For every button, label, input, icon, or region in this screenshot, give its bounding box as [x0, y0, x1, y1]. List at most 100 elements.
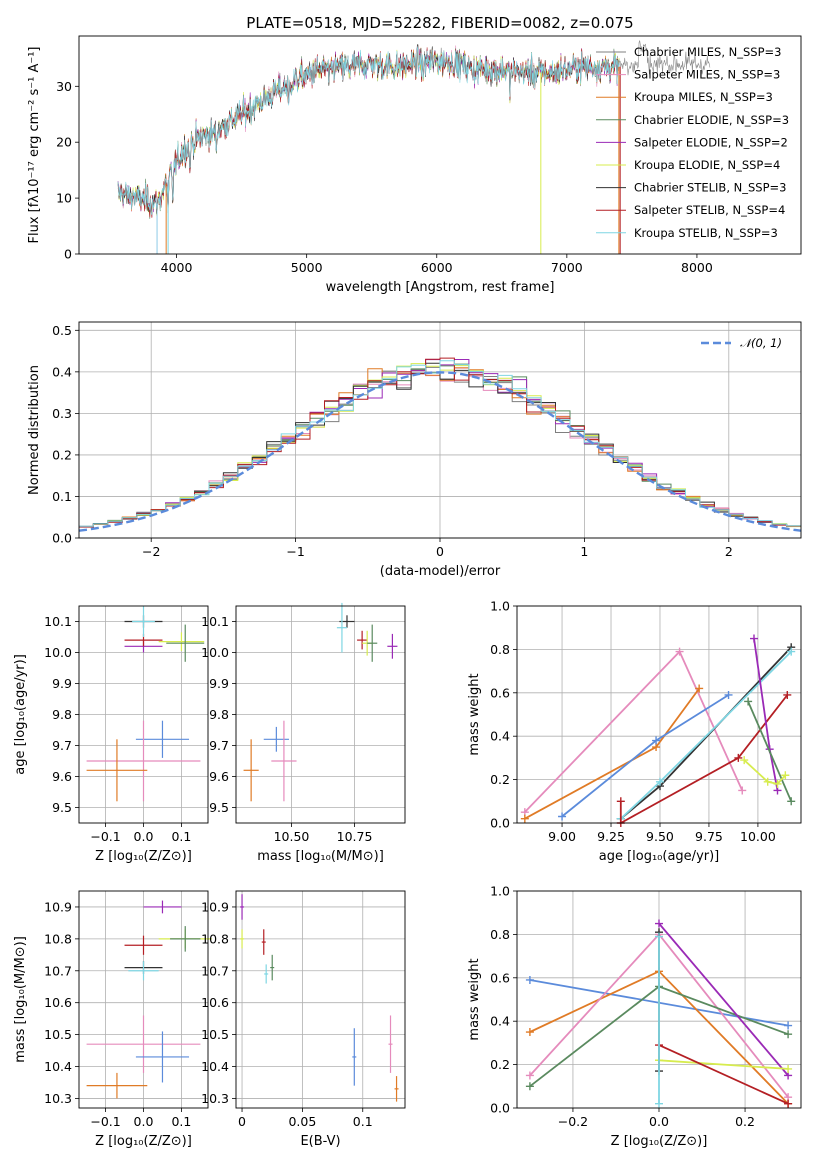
weight-marker	[784, 1021, 793, 1030]
weight-marker	[773, 779, 782, 788]
x-tick-label: −2	[142, 544, 160, 559]
weight-marker	[781, 771, 790, 780]
weight-series	[740, 756, 790, 788]
x-tick-label: 4000	[161, 260, 193, 275]
y-tick-label: 10.8	[44, 931, 72, 946]
weight-marker	[784, 1099, 793, 1108]
weight-marker	[655, 932, 663, 941]
y-axis-label: mass weight	[467, 673, 482, 755]
legend-label: Salpeter ELODIE, N_SSP=2	[634, 135, 788, 149]
chart-title: PLATE=0518, MJD=52282, FIBERID=0082, z=0…	[246, 14, 633, 32]
y-tick-label: 10.4	[201, 1059, 229, 1074]
weight-marker	[616, 797, 625, 806]
y-tick-label: 0.8	[490, 642, 510, 657]
axes-weights_vs_age: 9.00 9.25 9.50 9.75 10.00 0.0 0.2 0.4 0.6 0.8 1.0 a…	[467, 599, 802, 864]
x-axis-label: Z [log₁₀(Z/Z⊙)]	[611, 1134, 708, 1149]
x-tick-label: 0	[436, 544, 444, 559]
weight-marker	[787, 647, 796, 656]
y-tick-label: 10.6	[201, 995, 229, 1010]
y-tick-label: 0.1	[52, 489, 72, 504]
y-tick-label: 10.8	[201, 931, 229, 946]
weight-marker	[740, 756, 749, 765]
grid-lines	[236, 606, 405, 823]
y-tick-label: 10.1	[44, 614, 72, 629]
errorbar-point	[86, 739, 148, 802]
x-tick-label: 1	[580, 544, 588, 559]
y-tick-label: 0.2	[490, 772, 510, 787]
x-tick-label: 10.75	[337, 829, 373, 844]
errorbar-point	[132, 606, 155, 637]
weight-marker	[724, 690, 733, 699]
spectrum-line	[117, 43, 620, 215]
grid-lines	[79, 891, 208, 1108]
legend-label: Kroupa ELODIE, N_SSP=4	[634, 158, 780, 172]
axes-frame	[78, 35, 802, 255]
y-tick-label: 10.4	[44, 1059, 72, 1074]
y-tick-label: 9.7	[209, 738, 229, 753]
axes-frame	[516, 605, 802, 824]
x-tick-label: 8000	[681, 260, 713, 275]
y-tick-label: 10.5	[201, 1027, 229, 1042]
weight-marker	[675, 647, 684, 656]
x-axis-label: (data-model)/error	[380, 564, 501, 579]
errorbar-point	[336, 602, 347, 653]
plot-area: Chabrier MILES, N_SSP=3 Salpeter MILES, N…	[117, 40, 789, 254]
y-tick-label: 0.4	[52, 364, 72, 379]
x-tick-label: −0.1	[90, 1114, 120, 1129]
y-tick-label: 0.6	[490, 970, 510, 985]
legend-label: Kroupa STELIB, N_SSP=3	[634, 226, 778, 240]
plot-area	[243, 602, 398, 802]
spectrum-line	[117, 46, 620, 216]
y-tick-label: 1.0	[490, 599, 510, 614]
x-tick-label: 0.0	[134, 1114, 154, 1129]
errorbar-point	[388, 1015, 393, 1073]
y-tick-label: 9.9	[209, 676, 229, 691]
axes-residuals: 𝒩(0, 1) −2 −1 0 1 2 0.0 0.1 0.2 0.3 0.4 0.5 (data-mo…	[27, 321, 802, 579]
weight-series	[616, 643, 796, 823]
errorbar-point	[128, 961, 159, 981]
y-tick-label: 10.3	[201, 1091, 229, 1106]
y-tick-label: 1.0	[490, 884, 510, 899]
weight-series	[655, 1041, 793, 1108]
errorbar-point	[135, 1031, 190, 1083]
weight-marker	[525, 1071, 534, 1080]
x-tick-label: 7000	[551, 260, 583, 275]
errorbar-point	[394, 1076, 399, 1102]
errorbar-point	[170, 926, 201, 952]
errorbar-point	[270, 954, 275, 981]
weight-line	[747, 701, 793, 802]
weight-marker	[734, 753, 743, 762]
x-tick-label: 5000	[291, 260, 323, 275]
y-axis-label: Flux [fλ10⁻¹⁷ erg cm⁻² s⁻¹ A⁻¹]	[27, 47, 42, 244]
errorbar-point	[263, 726, 289, 752]
weight-marker	[749, 634, 758, 643]
y-tick-label: 9.6	[52, 769, 72, 784]
y-tick-label: 10.9	[201, 899, 229, 914]
y-tick-label: 0.0	[490, 816, 510, 831]
weight-series	[520, 684, 704, 823]
x-tick-label: 9.50	[646, 829, 674, 844]
grid-lines	[236, 891, 405, 1108]
y-tick-label: 0	[64, 247, 72, 262]
x-tick-label: 9.00	[548, 829, 576, 844]
errorbar-point	[357, 630, 368, 650]
plot-area: 𝒩(0, 1)	[78, 336, 802, 532]
legend-label: 𝒩(0, 1)	[740, 336, 782, 350]
weight-marker	[655, 919, 663, 928]
axes-age_vs_mass: 10.50 10.75 9.5 9.6 9.7 9.8 9.9 10.0 10.1 mass [l…	[201, 602, 406, 864]
grid-lines	[517, 605, 801, 824]
y-tick-label: 10.3	[44, 1091, 72, 1106]
y-tick-label: 20	[56, 135, 72, 150]
y-tick-label: 0.4	[490, 1014, 510, 1029]
x-tick-label: −0.1	[90, 829, 120, 844]
weight-marker	[784, 1064, 793, 1073]
y-tick-label: 10.9	[44, 899, 72, 914]
y-tick-label: 0.2	[52, 447, 72, 462]
axes-frame	[235, 890, 406, 1109]
legend-label: Kroupa MILES, N_SSP=3	[634, 90, 773, 104]
y-tick-label: 9.7	[52, 738, 72, 753]
weight-marker	[695, 684, 704, 693]
x-tick-label: −0.2	[558, 1114, 588, 1129]
y-tick-label: 0.5	[52, 323, 72, 338]
y-tick-label: 0.6	[490, 685, 510, 700]
